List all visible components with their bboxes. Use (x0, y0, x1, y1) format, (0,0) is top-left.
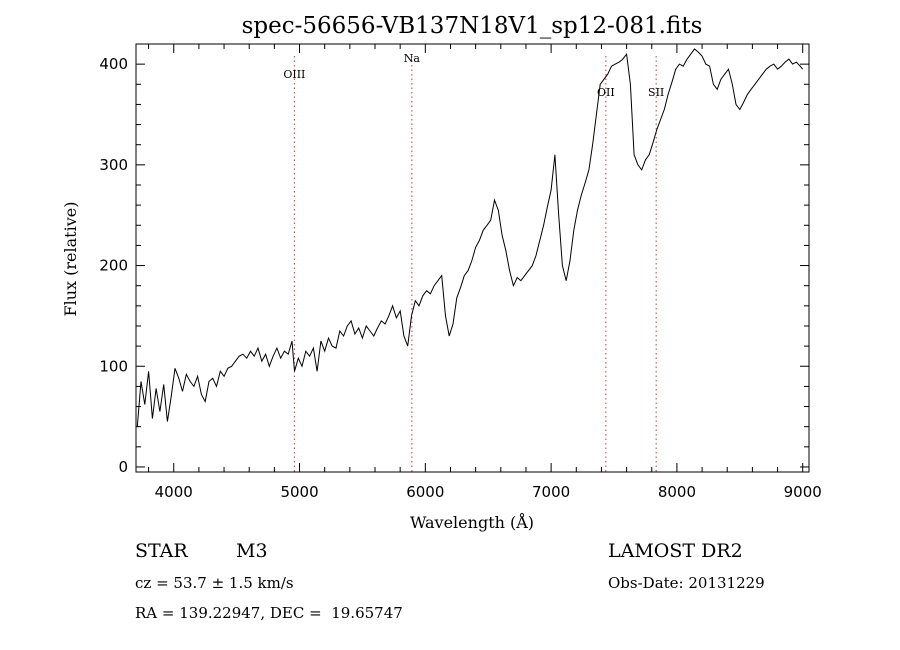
x-tick-label: 8000 (658, 483, 696, 501)
line-label-na: Na (404, 52, 421, 65)
object-subclass: M3 (236, 540, 268, 562)
observation-date: Obs-Date: 20131229 (608, 574, 765, 592)
y-tick-label: 100 (99, 357, 128, 375)
x-tick-label: 7000 (532, 483, 570, 501)
x-tick-label: 4000 (155, 483, 193, 501)
object-class: STAR (135, 540, 188, 562)
line-label-oii: OII (597, 86, 615, 99)
y-tick-label: 400 (99, 55, 128, 73)
y-tick-label: 200 (99, 257, 128, 275)
redshift-velocity: cz = 53.7 ± 1.5 km/s (135, 574, 294, 592)
spectrum-line (136, 48, 804, 427)
line-label-sii: SII (648, 86, 664, 99)
plot-frame (135, 43, 810, 473)
emission-line-markers: OIII Na OII SII (283, 52, 664, 472)
y-tick-label: 300 (99, 156, 128, 174)
survey-name: LAMOST DR2 (608, 540, 743, 562)
x-axis-label: Wavelength (Å) (410, 512, 534, 532)
chart-title: spec-56656-VB137N18V1_sp12-081.fits (242, 13, 703, 39)
plot-border (135, 43, 810, 473)
y-axis: 0 100 200 300 400 (99, 43, 809, 476)
y-tick-label: 0 (118, 458, 128, 476)
y-axis-label: Flux (relative) (61, 202, 80, 317)
line-label-oiii: OIII (283, 68, 305, 81)
x-tick-label: 6000 (406, 483, 444, 501)
coordinates: RA = 139.22947, DEC = 19.65747 (135, 604, 403, 622)
x-tick-label: 5000 (280, 483, 318, 501)
x-axis: 4000 5000 6000 7000 8000 9000 (148, 44, 822, 501)
x-tick-label: 9000 (784, 483, 822, 501)
